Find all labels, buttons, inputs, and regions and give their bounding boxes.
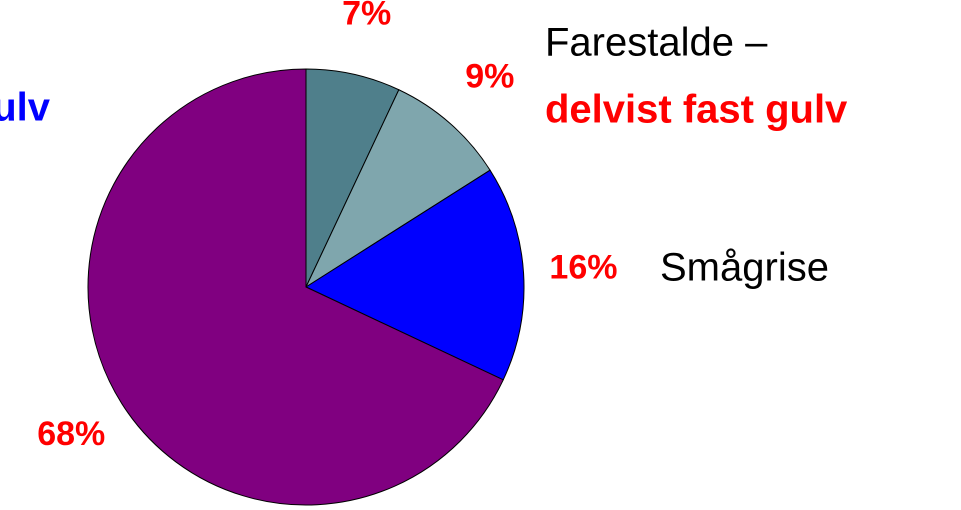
annotation: Farestalde – <box>545 21 768 65</box>
annotation: Smågrise <box>660 246 829 290</box>
annotation: ulv <box>0 86 51 130</box>
value-label: 9% <box>465 57 514 95</box>
annotation: delvist fast gulv <box>545 88 848 132</box>
value-label: 68% <box>37 415 105 453</box>
pie-slice <box>304 169 525 381</box>
value-label: 16% <box>549 249 617 287</box>
pie-slice <box>87 68 504 506</box>
value-label: 7% <box>342 0 391 33</box>
pie-slice <box>304 89 491 289</box>
